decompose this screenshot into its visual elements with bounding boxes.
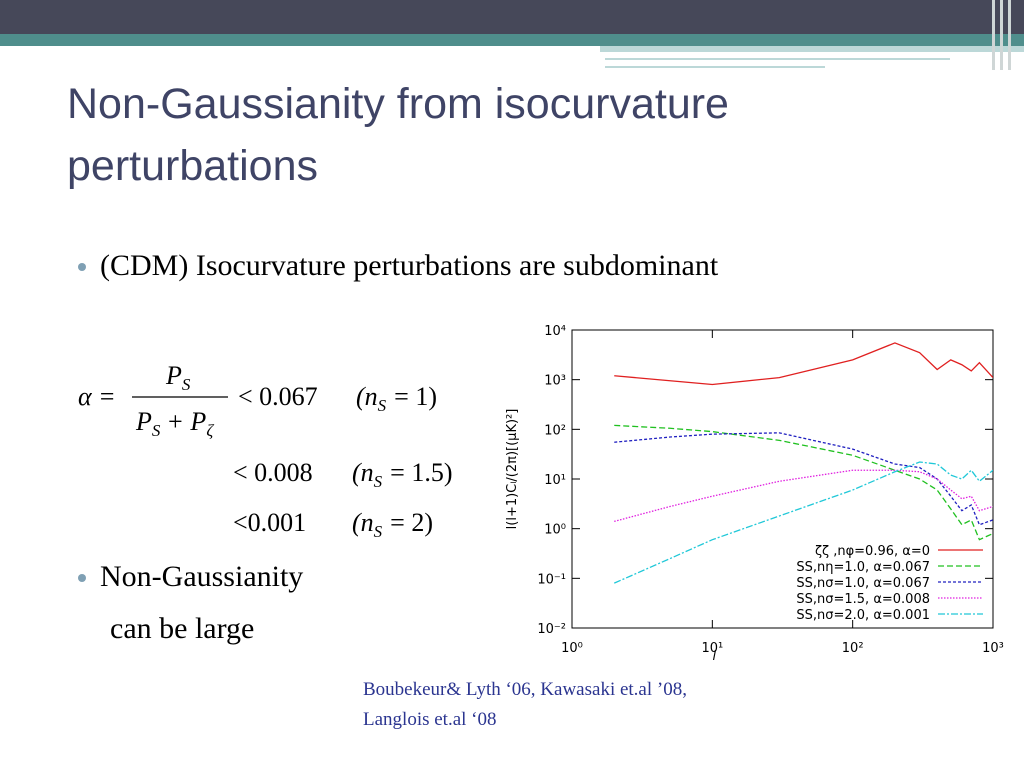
series-line	[613, 461, 993, 584]
series-line	[614, 424, 993, 541]
chart: 10⁰ 10¹ 10² 10³ 10⁻² 10⁻¹ 10⁰ 10¹ 10² 10³ 10⁴ l l(l+…	[505, 324, 1004, 664]
x-axis-label: l	[713, 649, 717, 664]
citation: Langlois et.al ‘08	[363, 709, 497, 730]
series-line	[614, 342, 993, 386]
title: perturbations	[67, 142, 318, 190]
eq-condition: (nS = 2)	[352, 508, 433, 541]
bullet: (CDM) Isocurvature perturbations are sub…	[100, 249, 719, 282]
y-tick-label: 10¹	[544, 473, 566, 488]
legend-label: ζζ ,nφ=0.96, α=0	[815, 544, 930, 559]
eq-condition: (nS = 1)	[356, 382, 437, 415]
eq-rhs: = 1.5)	[390, 458, 452, 487]
eq-open: (n	[352, 458, 374, 487]
y-axis-label: l(l+1)Cₗ/(2π)[(μK)²]	[505, 409, 520, 530]
x-tick-label: 10⁰	[561, 641, 583, 656]
y-tick-label: 10⁴	[544, 324, 566, 339]
eq-condition: (nS = 1.5)	[352, 458, 453, 491]
eq-rhs: = 2)	[390, 508, 433, 537]
eq-sub: S	[182, 375, 191, 394]
bullet-continuation: can be large	[110, 612, 254, 645]
eq-rhs: = 1)	[394, 382, 437, 411]
eq-lhs-text: α =	[78, 382, 116, 411]
series-line	[614, 469, 993, 523]
eq-sub: S	[152, 421, 161, 440]
x-tick-label: 10¹	[701, 641, 723, 656]
eq-sym: P	[135, 407, 152, 436]
x-tick-label: 10³	[982, 641, 1004, 656]
eq-sub: S	[374, 522, 383, 541]
y-tick-label: 10²	[544, 423, 566, 438]
bullet: Non-Gaussianity	[100, 560, 303, 593]
y-tick-label: 10⁻²	[537, 622, 566, 637]
legend-label: SS,nσ=2.0, α=0.001	[796, 608, 930, 623]
eq-bound: < 0.067	[238, 382, 318, 411]
legend-label: SS,nη=1.0, α=0.067	[796, 560, 930, 575]
header-line	[992, 0, 995, 70]
eq-sym: + P	[166, 407, 206, 436]
title: Non-Gaussianity from isocurvature	[67, 80, 729, 128]
eq-denominator: PS + Pζ	[135, 407, 214, 440]
bullet-dot	[78, 574, 86, 582]
header-accent	[0, 34, 1024, 46]
y-tick-label: 10⁰	[544, 523, 566, 538]
citation: Boubekeur& Lyth ‘06, Kawasaki et.al ’08,	[363, 679, 687, 700]
equation: α = PS PS + Pζ < 0.067 (nS = 1)< 0.008 (nS = …	[78, 361, 453, 541]
x-tick-label: 10²	[842, 641, 864, 656]
header-line	[1008, 0, 1011, 70]
eq-numerator: PS	[165, 361, 191, 394]
y-tick-label: 10⁻¹	[537, 572, 566, 587]
legend-label: SS,nσ=1.0, α=0.067	[796, 576, 930, 591]
header-line	[1000, 0, 1003, 70]
series-line	[614, 432, 993, 526]
eq-lhs: α =	[78, 382, 116, 411]
eq-open: (n	[356, 382, 378, 411]
eq-bound: < 0.008	[233, 458, 313, 487]
header-band	[0, 0, 1024, 34]
eq-sub: S	[374, 472, 383, 491]
header-line	[605, 58, 950, 60]
eq-sym: P	[165, 361, 182, 390]
y-tick-label: 10³	[544, 374, 566, 389]
header-line	[600, 46, 1024, 52]
eq-bound: <0.001	[233, 508, 306, 537]
eq-sub: ζ	[206, 421, 214, 440]
eq-open: (n	[352, 508, 374, 537]
bullet-dot	[78, 263, 86, 271]
eq-sub: S	[378, 396, 387, 415]
header-line	[605, 66, 825, 68]
legend-label: SS,nσ=1.5, α=0.008	[796, 592, 930, 607]
